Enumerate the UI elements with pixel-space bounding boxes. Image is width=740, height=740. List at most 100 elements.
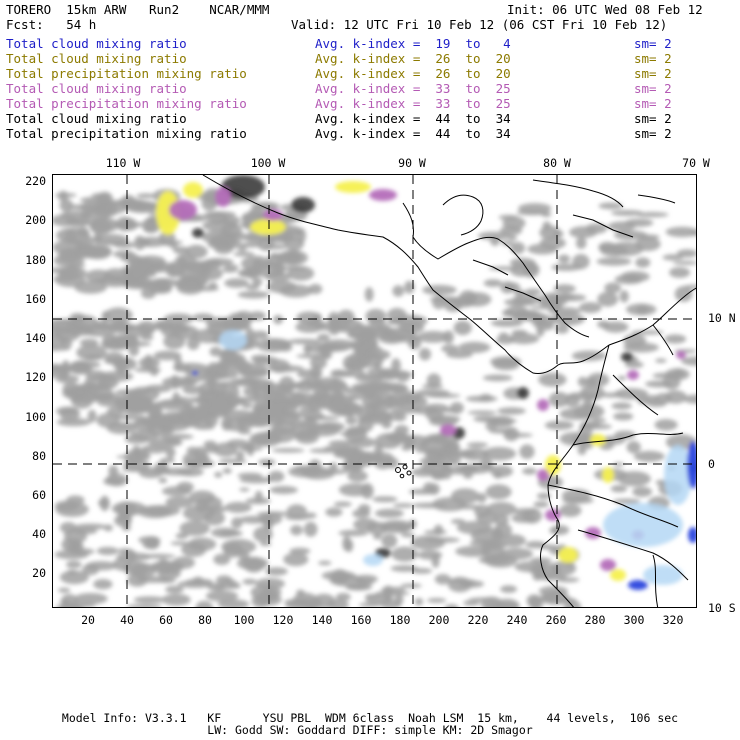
x-tick-label: 80: [198, 613, 212, 627]
cloud-patch-purple: [263, 209, 283, 221]
cloud-patch-gray: [256, 511, 293, 516]
cloud-patch-gray: [463, 600, 480, 606]
cloud-patch-gray: [346, 583, 373, 591]
cloud-patch-gray: [531, 317, 546, 327]
cloud-patch-yellow: [602, 467, 614, 483]
cloud-patch-gray: [317, 333, 330, 342]
cloud-patch-gray: [268, 365, 304, 373]
cloud-patch-gray: [587, 372, 610, 387]
cloud-patch-gray: [136, 193, 156, 199]
cloud-patch-gray: [73, 593, 108, 605]
cloud-patch-gray: [237, 416, 247, 431]
cloud-patch-gray: [461, 463, 493, 474]
legend-field-name: Total precipitation mixing ratio: [6, 96, 247, 111]
cloud-patch-gray: [186, 446, 199, 455]
cloud-patch-gray: [358, 504, 371, 514]
cloud-patch-gray: [117, 548, 133, 554]
cloud-patch-gray: [254, 490, 263, 503]
cloud-patch-gray: [449, 402, 464, 414]
cloud-patch-gray: [544, 420, 574, 430]
cloud-patch-gray: [665, 226, 696, 238]
cloud-patch-gray: [60, 599, 70, 605]
cloud-patch-gray: [415, 389, 450, 397]
cloud-patch-gray: [284, 514, 310, 521]
cloud-patch-gray: [488, 266, 520, 271]
cloud-patch-gray: [485, 484, 512, 500]
cloud-patch-gray: [427, 598, 447, 603]
cloud-patch-gray: [577, 445, 587, 456]
cloud-patch-gray: [58, 190, 69, 202]
cloud-patch-gray: [120, 194, 137, 210]
legend-k-index: Avg. k-index = 19 to 4: [315, 36, 511, 51]
cloud-patch-gray: [392, 285, 405, 297]
cloud-patch-gray: [613, 230, 648, 240]
cloud-patch-gray: [664, 334, 687, 344]
cloud-patch-gray: [179, 520, 210, 536]
cloud-patch-gray: [121, 467, 154, 472]
cloud-patch-gray: [246, 441, 255, 457]
cloud-patch-gray: [210, 527, 239, 538]
cloud-patch-gray: [280, 265, 308, 271]
legend-smoothing: sm= 2: [634, 51, 672, 66]
cloud-patch-gray: [248, 311, 266, 321]
cloud-patch-gray: [492, 358, 520, 371]
cloud-patch-gray: [115, 400, 146, 405]
x-tick-label: 200: [428, 613, 450, 627]
legend-row: Total cloud mixing ratio Avg. k-index = …: [6, 111, 736, 126]
cloud-patch-gray: [636, 304, 649, 315]
cloud-patch-gray: [231, 517, 243, 529]
cloud-patch-gray: [338, 529, 369, 537]
cloud-patch-gray: [458, 582, 476, 588]
cloud-patch-gray: [330, 369, 348, 376]
cloud-patch-gray: [559, 408, 593, 420]
cloud-patch-gray: [105, 473, 128, 487]
cloud-patch-gray: [165, 585, 184, 594]
cloud-patch-gray: [550, 525, 570, 535]
cloud-patch-gray: [357, 418, 368, 424]
cloud-patch-gray: [183, 374, 206, 383]
lon-label-top: 70 W: [682, 156, 710, 170]
cloud-patch-gray: [239, 487, 250, 492]
cloud-patch-gray: [303, 521, 318, 537]
cloud-patch-gray: [390, 565, 419, 572]
cloud-patch-gray: [144, 505, 181, 517]
cloud-patch-gray: [425, 451, 444, 463]
cloud-patch-gray: [522, 467, 537, 475]
cloud-patch-gray: [344, 539, 354, 553]
lon-label-top: 110 W: [105, 156, 141, 170]
cloud-patch-gray: [140, 334, 154, 341]
cloud-patch-gray: [264, 233, 293, 243]
cloud-patch-gray: [85, 236, 94, 248]
cloud-patch-gray: [187, 396, 212, 404]
cloud-patch-gray: [385, 416, 401, 421]
y-tick-label: 100: [25, 410, 46, 424]
cloud-patch-gray: [102, 334, 119, 346]
cloud-patch-gray: [597, 291, 619, 307]
y-tick-label: 20: [32, 566, 46, 580]
cloud-patch-gray: [182, 505, 215, 522]
cloud-patch-gray: [222, 467, 232, 474]
legend-smoothing: sm= 2: [634, 36, 672, 51]
cloud-patch-gray: [390, 407, 422, 414]
legend-smoothing: sm= 2: [634, 126, 672, 141]
cloud-patch-gray: [403, 435, 430, 450]
cloud-patch-gray: [87, 409, 97, 423]
cloud-patch-gray: [425, 408, 444, 421]
cloud-patch-gray: [279, 284, 313, 298]
legend-field-name: Total cloud mixing ratio: [6, 81, 187, 96]
cloud-patch-gray: [65, 324, 93, 334]
cloud-patch-gray: [498, 214, 519, 220]
y-tick-label: 220: [25, 174, 46, 188]
cloud-patch-gray: [674, 368, 685, 378]
cloud-patch-gray: [177, 467, 204, 477]
lat-label-right: 0: [708, 457, 715, 471]
cloud-patch-gray: [237, 246, 247, 252]
cloud-patch-gray: [195, 600, 214, 607]
x-tick-label: 220: [467, 613, 489, 627]
cloud-field-layer: [53, 175, 696, 607]
cloud-patch-gray: [318, 560, 332, 566]
cloud-patch-gray: [326, 599, 349, 607]
cloud-blob-group: [53, 175, 696, 607]
cloud-patch-gray: [128, 344, 140, 357]
cloud-patch-gray: [55, 501, 89, 517]
